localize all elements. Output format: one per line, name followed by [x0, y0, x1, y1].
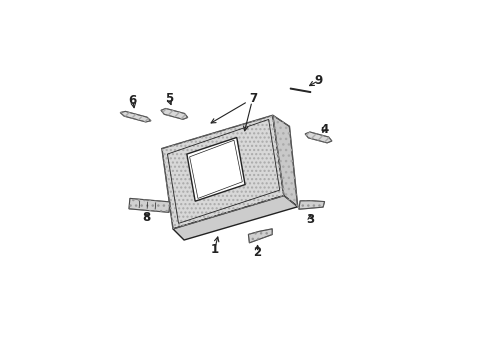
Polygon shape: [162, 115, 284, 229]
Polygon shape: [186, 138, 244, 201]
Polygon shape: [289, 88, 310, 93]
Polygon shape: [248, 229, 272, 243]
Text: 8: 8: [142, 211, 150, 224]
Polygon shape: [129, 198, 169, 212]
Text: 2: 2: [253, 246, 261, 259]
Text: 1: 1: [210, 243, 218, 256]
Polygon shape: [161, 108, 187, 120]
Polygon shape: [298, 201, 324, 209]
Text: 5: 5: [164, 92, 173, 105]
Text: 4: 4: [319, 123, 327, 136]
Polygon shape: [120, 111, 151, 122]
Text: 9: 9: [314, 74, 322, 87]
Polygon shape: [272, 115, 297, 207]
Polygon shape: [305, 132, 331, 143]
Text: 3: 3: [305, 213, 314, 226]
Text: 7: 7: [249, 92, 257, 105]
Text: 6: 6: [128, 94, 137, 107]
Polygon shape: [173, 195, 297, 240]
